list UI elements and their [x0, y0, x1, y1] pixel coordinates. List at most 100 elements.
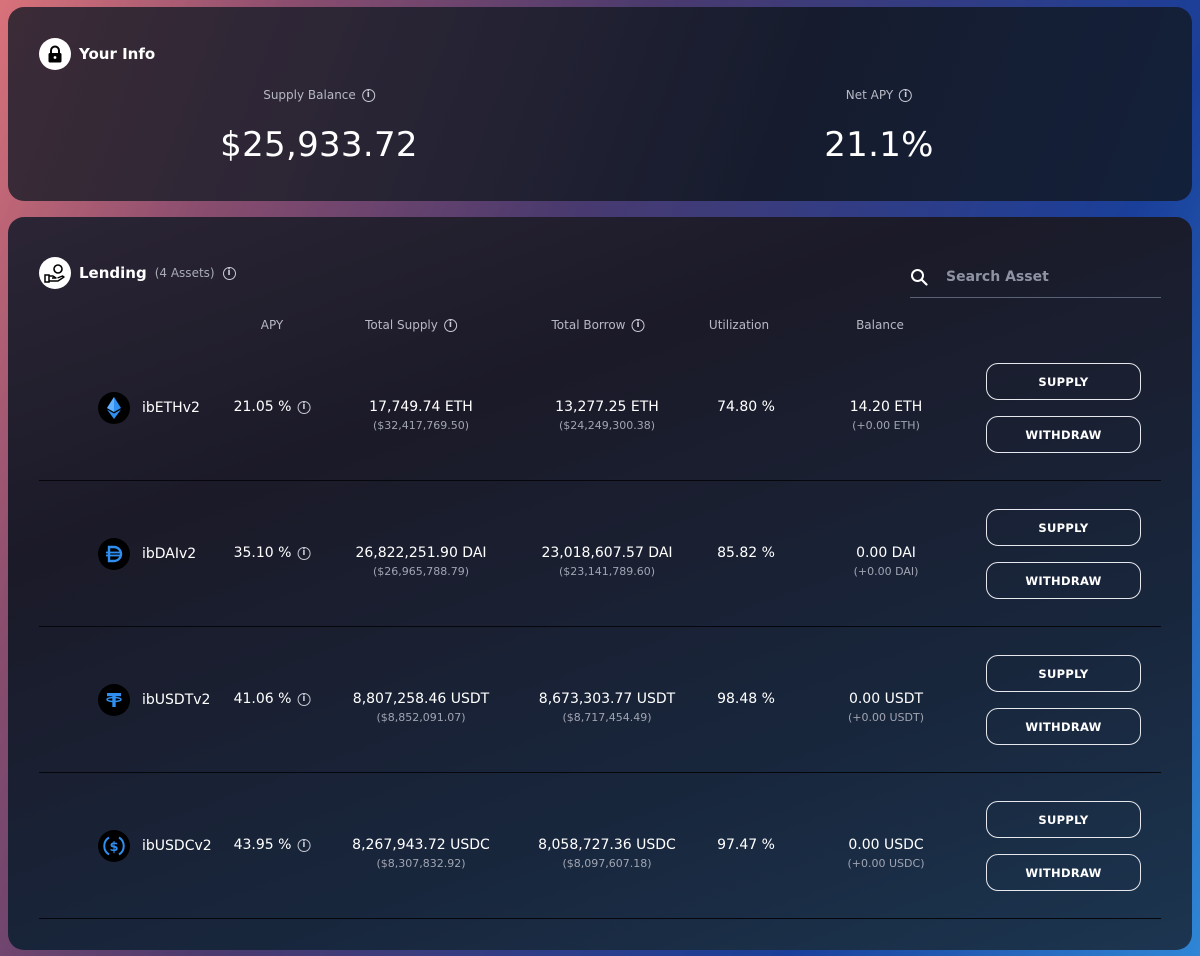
total-supply-value: 8,807,258.46 USDT [352, 691, 490, 707]
info-icon[interactable]: i [297, 838, 311, 852]
asset-name: ibDAIv2 [142, 545, 197, 562]
balance-cell: 0.00 USDC (+0.00 USDC) [848, 837, 925, 870]
balance-value: 0.00 DAI [856, 545, 916, 561]
utilization-value: 74.80 % [717, 399, 775, 415]
total-supply-usd: ($8,307,832.92) [376, 857, 466, 870]
balance-change: (+0.00 ETH) [852, 419, 920, 432]
lending-header: Lending (4 Assets) i [39, 257, 236, 289]
column-header-apy: APY [261, 318, 284, 332]
info-icon[interactable]: i [297, 692, 311, 706]
total-borrow-usd: ($8,717,454.49) [562, 711, 652, 724]
withdraw-button[interactable]: WITHDRAW [986, 562, 1141, 599]
total-borrow-value: 13,277.25 ETH [555, 399, 659, 415]
supply-button[interactable]: SUPPLY [986, 801, 1141, 838]
info-icon[interactable]: i [631, 318, 645, 332]
supply-balance-label-group: Supply Balance i [263, 88, 375, 102]
column-header-balance: Balance [856, 318, 904, 332]
total-borrow-usd: ($24,249,300.38) [558, 419, 656, 432]
usdt-icon [98, 683, 130, 716]
utilization-cell: 85.82 % [717, 545, 775, 561]
withdraw-button[interactable]: WITHDRAW [986, 416, 1141, 453]
info-icon[interactable]: i [297, 400, 311, 414]
total-borrow-cell: 8,058,727.36 USDC ($8,097,607.18) [538, 837, 676, 870]
total-supply-cell: 26,822,251.90 DAI ($26,965,788.79) [355, 545, 486, 578]
asset-name: ibUSDTv2 [142, 691, 211, 708]
total-supply-cell: 17,749.74 ETH ($32,417,769.50) [369, 399, 473, 432]
total-supply-usd: ($32,417,769.50) [372, 419, 470, 432]
asset-name: ibETHv2 [142, 399, 200, 416]
total-borrow-cell: 13,277.25 ETH ($24,249,300.38) [555, 399, 659, 432]
total-borrow-usd: ($8,097,607.18) [562, 857, 652, 870]
search-input[interactable] [946, 269, 1136, 285]
supply-button[interactable]: SUPPLY [986, 509, 1141, 546]
info-icon[interactable]: i [361, 88, 375, 102]
net-apy-label: Net APY [845, 88, 894, 102]
utilization-cell: 98.48 % [717, 691, 775, 707]
balance-value: 0.00 USDC [848, 837, 924, 853]
asset-cell: ibDAIv2 [98, 481, 196, 626]
utilization-value: 97.47 % [717, 837, 775, 853]
net-apy-value: 21.1% [824, 125, 934, 165]
total-borrow-value: 23,018,607.57 DAI [541, 545, 673, 561]
eth-icon [98, 391, 130, 424]
supply-button[interactable]: SUPPLY [986, 363, 1141, 400]
total-supply-usd: ($26,965,788.79) [372, 565, 470, 578]
info-icon[interactable]: i [899, 88, 913, 102]
apy-cell: 21.05 % i [234, 399, 311, 415]
column-header-apy-label: APY [260, 318, 284, 332]
info-icon[interactable]: i [443, 318, 457, 332]
lending-title: Lending [79, 264, 147, 282]
total-borrow-usd: ($23,141,789.60) [558, 565, 656, 578]
search-icon[interactable] [910, 268, 928, 286]
total-supply-usd: ($8,852,091.07) [376, 711, 466, 724]
lending-card: Lending (4 Assets) i APY Total Supply i … [8, 217, 1192, 950]
apy-value: 35.10 % [233, 545, 292, 561]
column-header-total-borrow-label: Total Borrow [551, 318, 626, 332]
asset-cell: ibETHv2 [98, 335, 200, 480]
total-supply-value: 26,822,251.90 DAI [355, 545, 487, 561]
balance-change: (+0.00 USDC) [847, 857, 925, 870]
apy-cell: 35.10 % i [234, 545, 311, 561]
asset-cell: $ ibUSDCv2 [98, 773, 212, 918]
info-icon[interactable]: i [297, 546, 311, 560]
balance-change: (+0.00 DAI) [853, 565, 919, 578]
search-box[interactable] [910, 257, 1161, 298]
total-supply-cell: 8,807,258.46 USDT ($8,852,091.07) [353, 691, 489, 724]
apy-value: 21.05 % [233, 399, 292, 415]
balance-cell: 14.20 ETH (+0.00 ETH) [850, 399, 922, 432]
total-borrow-cell: 23,018,607.57 DAI ($23,141,789.60) [541, 545, 672, 578]
balance-cell: 0.00 USDT (+0.00 USDT) [848, 691, 924, 724]
apy-cell: 43.95 % i [234, 837, 311, 853]
asset-count: (4 Assets) [154, 266, 215, 280]
total-supply-value: 17,749.74 ETH [369, 399, 473, 415]
total-borrow-value: 8,673,303.77 USDT [538, 691, 676, 707]
column-header-total-borrow: Total Borrow i [552, 318, 645, 332]
supply-balance-label: Supply Balance [263, 88, 356, 102]
asset-name: ibUSDCv2 [142, 837, 212, 854]
table-row: ibUSDTv2 41.06 % i 8,807,258.46 USDT ($8… [39, 627, 1161, 773]
asset-cell: ibUSDTv2 [98, 627, 210, 772]
apy-value: 41.06 % [233, 691, 292, 707]
utilization-value: 85.82 % [717, 545, 775, 561]
info-icon[interactable]: i [222, 266, 236, 280]
column-header-total-supply: Total Supply i [365, 318, 457, 332]
utilization-cell: 74.80 % [717, 399, 775, 415]
column-header-utilization: Utilization [709, 318, 769, 332]
net-apy-label-group: Net APY i [845, 88, 913, 102]
usdc-icon: $ [98, 829, 130, 862]
withdraw-button[interactable]: WITHDRAW [986, 854, 1141, 891]
dai-icon [98, 537, 130, 570]
apy-cell: 41.06 % i [234, 691, 311, 707]
withdraw-button[interactable]: WITHDRAW [986, 708, 1141, 745]
column-header-utilization-label: Utilization [708, 318, 770, 332]
total-supply-value: 8,267,943.72 USDC [352, 837, 490, 853]
table-row: ibETHv2 21.05 % i 17,749.74 ETH ($32,417… [39, 335, 1161, 481]
supply-button[interactable]: SUPPLY [986, 655, 1141, 692]
balance-value: 0.00 USDT [848, 691, 924, 707]
svg-text:$: $ [109, 840, 118, 855]
balance-value: 14.20 ETH [849, 399, 923, 415]
table-row: $ ibUSDCv2 43.95 % i 8,267,943.72 USDC (… [39, 773, 1161, 919]
total-borrow-value: 8,058,727.36 USDC [538, 837, 676, 853]
your-info-title: Your Info [79, 45, 156, 63]
table-row: ibDAIv2 35.10 % i 26,822,251.90 DAI ($26… [39, 481, 1161, 627]
